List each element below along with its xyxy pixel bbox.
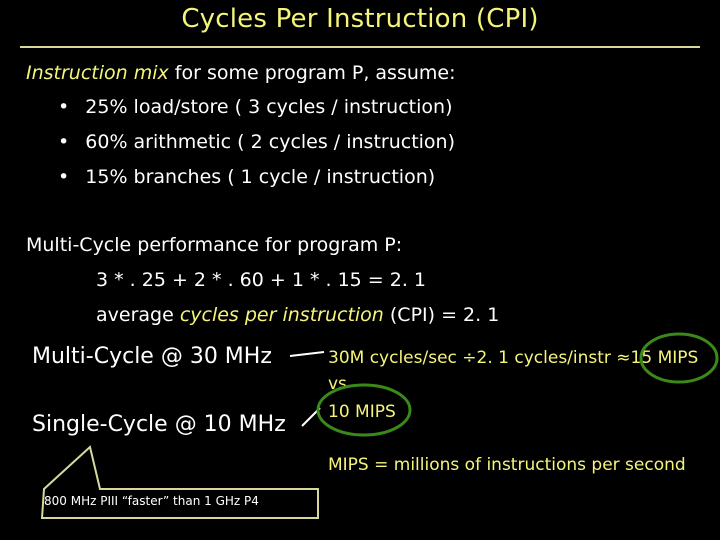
multi-cycle-result: 30M cycles/sec ÷2. 1 cycles/instr ≈15 MI… bbox=[328, 348, 699, 368]
callout-bubble bbox=[40, 445, 319, 519]
bullet-mark: • bbox=[58, 166, 70, 188]
performance-heading: Multi-Cycle performance for program P: bbox=[26, 234, 403, 256]
title-divider bbox=[20, 46, 700, 48]
intro-line: Instruction mix for some program P, assu… bbox=[26, 62, 456, 84]
bullet-item: • 25% load/store ( 3 cycles / instructio… bbox=[58, 96, 452, 118]
single-cycle-result: 10 MIPS bbox=[328, 402, 396, 422]
callout-text: 800 MHz PIII “faster” than 1 GHz P4 bbox=[44, 494, 259, 508]
intro-italic: Instruction mix bbox=[26, 62, 169, 84]
bullet-mark: • bbox=[58, 131, 70, 153]
mips-definition: MIPS = millions of instructions per seco… bbox=[328, 455, 686, 475]
intro-rest: for some program P, assume: bbox=[168, 62, 456, 84]
multi-cycle-label: Multi-Cycle @ 30 MHz bbox=[32, 344, 272, 369]
bullet-item: • 15% branches ( 1 cycle / instruction) bbox=[58, 166, 435, 188]
cpi-formula: 3 * . 25 + 2 * . 60 + 1 * . 15 = 2. 1 bbox=[96, 269, 427, 291]
bullet-item: • 60% arithmetic ( 2 cycles / instructio… bbox=[58, 131, 455, 153]
highlight-circle-10-mips bbox=[316, 383, 412, 437]
bullet-mark: • bbox=[58, 96, 70, 118]
slide-title: Cycles Per Instruction (CPI) bbox=[181, 4, 539, 34]
multi-cycle-connector bbox=[289, 351, 325, 357]
highlight-circle-15-mips bbox=[639, 332, 719, 384]
single-cycle-label: Single-Cycle @ 10 MHz bbox=[32, 412, 286, 437]
avg-suffix: (CPI) = 2. 1 bbox=[383, 304, 500, 326]
cpi-average-line: average cycles per instruction (CPI) = 2… bbox=[96, 304, 499, 326]
avg-italic: cycles per instruction bbox=[179, 304, 384, 326]
bullet-text: 60% arithmetic ( 2 cycles / instruction) bbox=[85, 131, 456, 153]
avg-prefix: average bbox=[96, 304, 180, 326]
bullet-text: 15% branches ( 1 cycle / instruction) bbox=[85, 166, 436, 188]
bullet-text: 25% load/store ( 3 cycles / instruction) bbox=[85, 96, 453, 118]
